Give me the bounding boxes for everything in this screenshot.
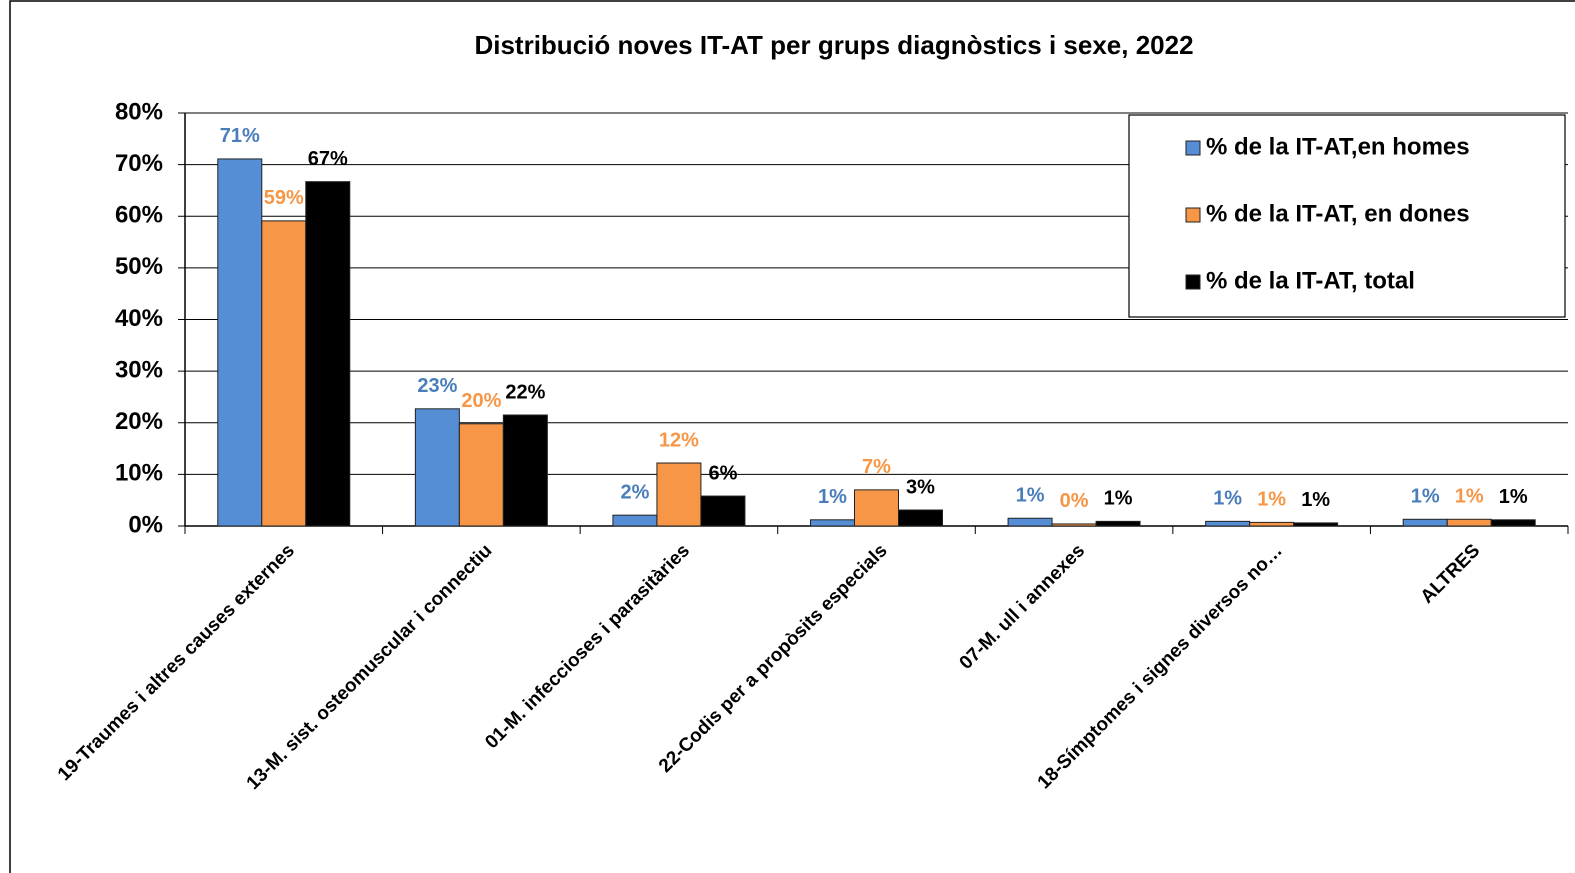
bar <box>502 414 548 527</box>
value-label: 67% <box>308 148 348 170</box>
value-label: 1% <box>1016 485 1045 507</box>
bar <box>217 158 263 527</box>
value-label: 2% <box>620 481 649 503</box>
value-label: 23% <box>417 375 457 397</box>
x-tick-label: 18-Símptomes i signes diversos no… <box>1034 540 1287 793</box>
x-tick-label: 13-M. sist. osteomuscular i connectiu <box>243 540 497 794</box>
value-label: 1% <box>1411 486 1440 508</box>
y-tick-label: 60% <box>115 202 163 229</box>
x-tick-label: 19-Traumes i altres causes externes <box>54 540 299 785</box>
y-tick-label: 80% <box>115 98 163 125</box>
y-tick-label: 30% <box>115 356 163 383</box>
bar <box>1095 520 1141 527</box>
bar <box>656 462 702 527</box>
chart-frame <box>9 0 1575 873</box>
value-label: 71% <box>220 125 260 147</box>
bar <box>1007 517 1053 527</box>
y-tick-label: 50% <box>115 253 163 280</box>
value-label: 1% <box>1301 489 1330 511</box>
bar <box>1490 519 1536 527</box>
y-tick-label: 70% <box>115 150 163 177</box>
bar <box>414 408 460 527</box>
chart-title: Distribució noves IT-AT per grups diagnò… <box>474 30 1193 60</box>
bar <box>261 220 307 527</box>
legend-label: % de la IT-AT, en dones <box>1206 200 1470 227</box>
bar <box>1205 520 1251 527</box>
bar <box>612 514 658 527</box>
bar <box>458 423 504 527</box>
bar <box>1293 522 1339 527</box>
value-label: 1% <box>1104 488 1133 510</box>
legend-swatch <box>1185 207 1201 223</box>
x-tick-label: 22-Codis per a propòsits especials <box>655 540 892 777</box>
value-label: 7% <box>862 456 891 478</box>
legend-label: % de la IT-AT,en homes <box>1206 133 1470 160</box>
legend-box <box>1128 114 1566 318</box>
legend-swatch <box>1185 274 1201 290</box>
x-tick-label: 01-M. infeccioses i parasitàries <box>481 540 694 753</box>
y-tick-label: 0% <box>128 511 163 538</box>
value-label: 1% <box>1257 489 1286 511</box>
value-label: 0% <box>1060 490 1089 512</box>
value-label: 1% <box>1213 488 1242 510</box>
value-label: 12% <box>659 429 699 451</box>
value-label: 1% <box>1455 486 1484 508</box>
y-tick-label: 10% <box>115 460 163 487</box>
bar <box>1051 523 1097 527</box>
y-tick-label: 20% <box>115 408 163 435</box>
bar <box>700 495 746 527</box>
y-tick-label: 40% <box>115 305 163 332</box>
x-tick-label: ALTRES <box>1417 540 1485 608</box>
bar <box>305 181 351 527</box>
bar <box>810 519 855 527</box>
value-label: 22% <box>505 381 545 403</box>
value-label: 3% <box>906 476 935 498</box>
x-tick-label: 07-M. ull i annexes <box>956 540 1090 674</box>
bar <box>1402 518 1448 527</box>
value-label: 1% <box>1499 486 1528 508</box>
legend-label: % de la IT-AT, total <box>1206 267 1415 294</box>
value-label: 59% <box>264 187 304 209</box>
bar <box>898 509 943 527</box>
bar <box>854 489 899 527</box>
value-label: 20% <box>461 390 501 412</box>
value-label: 6% <box>708 462 737 484</box>
value-label: 1% <box>818 486 847 508</box>
bar <box>1446 518 1492 527</box>
bar <box>1249 521 1295 527</box>
legend-swatch <box>1185 140 1201 156</box>
